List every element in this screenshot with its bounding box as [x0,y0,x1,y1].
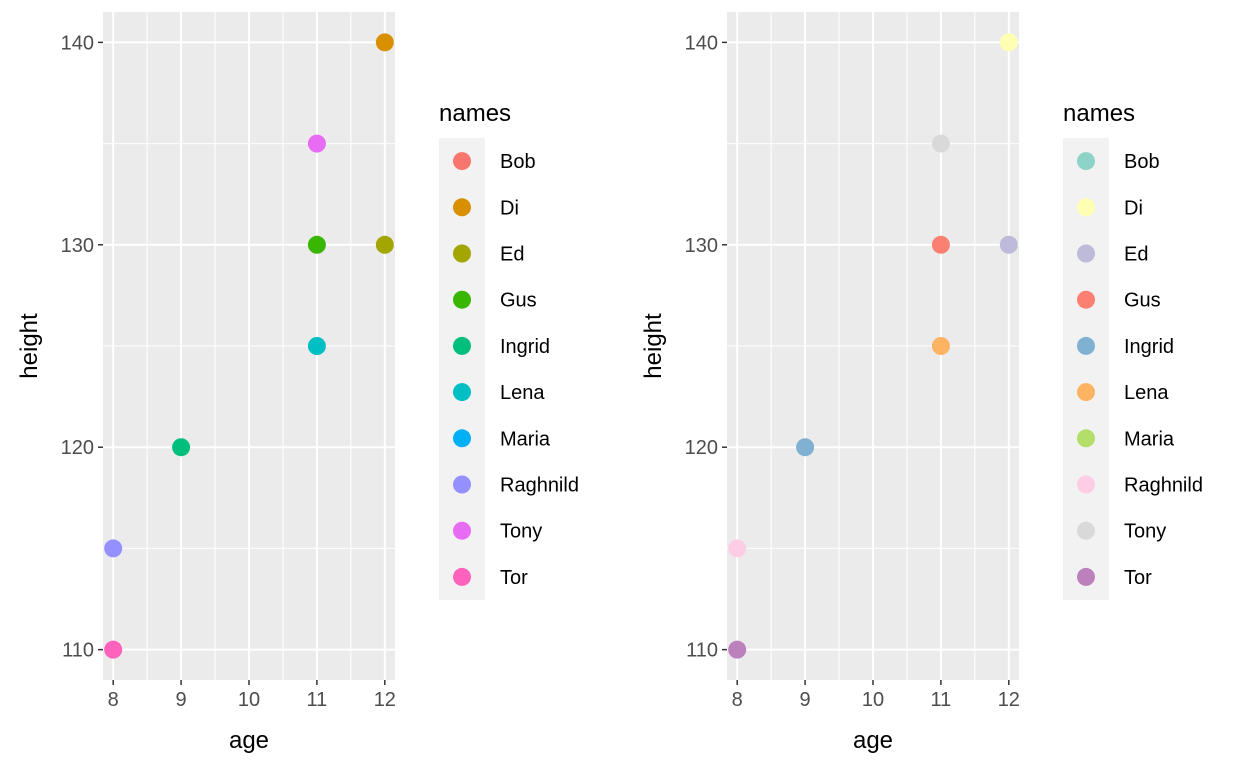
x-tick-label: 8 [108,689,119,711]
right-scatter-plot: 8 9 10 11 12 110 120 130 140 age height names Bob Di E… [640,12,1203,754]
data-point-raghnild [104,539,123,558]
x-tick-label: 9 [176,689,187,711]
legend-key-di [1077,198,1095,217]
legend-label-bob: Bob [500,151,536,173]
x-tick-label: 8 [732,689,743,711]
legend-label-tor: Tor [1124,567,1152,589]
y-tick-label: 120 [685,437,718,459]
legend-label-ingrid: Ingrid [1124,336,1174,358]
legend-key-bob [1077,152,1095,171]
legend-key-gus [453,290,471,309]
y-tick-label: 110 [686,640,718,662]
legend-label-maria: Maria [500,428,551,450]
y-tick-label: 130 [61,235,94,257]
data-point-gus [931,235,950,254]
legend-label-di: Di [1124,197,1143,219]
x-tick-label: 12 [374,689,396,711]
legend-key-bob [453,152,471,171]
data-point-raghnild [728,539,747,558]
x-tick-label: 10 [862,689,884,711]
legend-key-ed [453,244,471,263]
legend-label-tony: Tony [1124,521,1166,543]
data-point-ed [375,235,394,254]
legend-key-maria [453,429,471,448]
legend-label-raghnild: Raghnild [1124,475,1203,497]
left-scatter-plot: 8 9 10 11 12 110 120 130 140 age height names Bob Di E… [16,12,579,754]
legend-key-maria [1077,429,1095,448]
legend-label-ingrid: Ingrid [500,336,550,358]
y-axis-title: height [640,313,667,379]
data-point-tony [307,134,326,153]
legend-key-ed [1077,244,1095,263]
x-tick-label: 10 [238,689,260,711]
x-tick-label: 12 [998,689,1020,711]
data-point-ingrid [796,438,815,457]
x-axis-title: age [853,727,893,754]
data-point-tony [931,134,950,153]
legend-label-di: Di [500,197,519,219]
x-tick-label: 11 [931,689,952,711]
data-point-di [999,33,1018,52]
y-axis-title: height [16,313,43,379]
legend-key-tony [1077,521,1095,540]
legend-label-gus: Gus [500,290,537,312]
legend-label-tor: Tor [500,567,528,589]
x-tick-label: 11 [307,689,328,711]
legend-label-tony: Tony [500,521,542,543]
data-point-ingrid [172,438,191,457]
y-tick-label: 140 [61,32,94,54]
legend-label-ed: Ed [1124,244,1148,266]
data-point-tor [728,640,747,659]
legend-key-raghnild [453,475,471,494]
legend-key-ingrid [453,336,471,355]
legend-key-gus [1077,290,1095,309]
legend-key-lena [1077,383,1095,402]
data-point-tor [104,640,123,659]
data-point-gus [307,235,326,254]
legend-label-gus: Gus [1124,290,1161,312]
legend-key-di [453,198,471,217]
y-tick-label: 140 [685,32,718,54]
y-tick-label: 110 [62,640,94,662]
data-point-ed [999,235,1018,254]
legend-key-tony [453,521,471,540]
data-point-lena [307,337,326,355]
legend-label-lena: Lena [500,382,545,404]
legend-label-ed: Ed [500,244,524,266]
x-axis-title: age [229,727,269,754]
legend-key-tor [453,567,471,586]
legend-key-lena [453,383,471,402]
legend-key-raghnild [1077,475,1095,494]
y-tick-label: 120 [61,437,94,459]
legend-key-ingrid [1077,336,1095,355]
x-tick-label: 9 [800,689,811,711]
legend-label-maria: Maria [1124,428,1175,450]
legend-key-tor [1077,567,1095,586]
legend-label-bob: Bob [1124,151,1160,173]
legend-label-raghnild: Raghnild [500,475,579,497]
data-point-lena [931,337,950,355]
y-tick-label: 130 [685,235,718,257]
legend-label-lena: Lena [1124,382,1169,404]
data-point-di [375,33,394,52]
legend-title: names [1063,100,1135,127]
legend-title: names [439,100,511,127]
